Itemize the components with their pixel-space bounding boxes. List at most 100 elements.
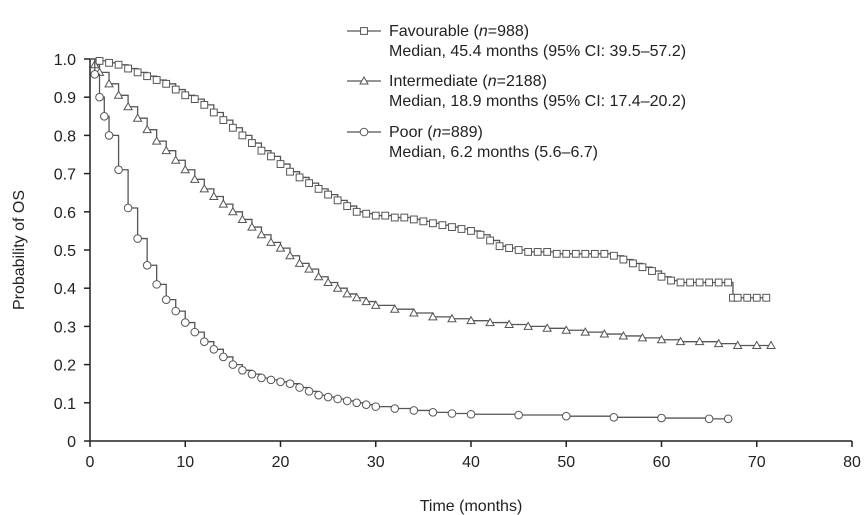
data-point (562, 249, 571, 258)
data-point (228, 360, 238, 369)
data-point (295, 173, 304, 182)
y-tick-label: 0 (67, 434, 76, 451)
data-point (342, 288, 353, 298)
y-tick-label: 0.7 (54, 167, 76, 184)
data-point (171, 85, 180, 94)
data-point (543, 248, 552, 256)
data-point (705, 278, 714, 287)
data-point (114, 165, 123, 175)
data-point (638, 263, 647, 272)
x-tick-label: 80 (843, 454, 861, 471)
data-point (438, 221, 447, 230)
data-point (723, 414, 733, 424)
data-point (467, 227, 475, 235)
data-point (447, 409, 457, 418)
y-tick-label: 0.3 (54, 319, 76, 336)
data-point (619, 255, 628, 264)
x-axis-title: Time (months) (420, 498, 523, 515)
data-point (400, 213, 409, 222)
x-tick-label: 0 (86, 454, 95, 471)
legend-entry-intermediate: Intermediate (n=2188) Median, 18.9 months… (347, 73, 686, 110)
data-point (359, 127, 369, 137)
data-point (313, 271, 324, 281)
data-point (95, 57, 104, 65)
data-point (276, 377, 285, 387)
data-point (457, 225, 466, 233)
data-point (95, 92, 104, 102)
data-point (362, 209, 371, 218)
data-point (409, 406, 419, 415)
legend-median: Median, 6.2 months (5.6–6.7) (389, 144, 598, 161)
data-point (294, 258, 305, 267)
legend-median: Median, 45.4 months (95% CI: 39.5–57.2) (389, 43, 686, 60)
series-poor (90, 58, 733, 424)
data-point (257, 146, 266, 155)
y-ticks: 0 0.1 0.2 0.3 0.4 0.5 0.6 0.7 0.8 0.9 1.0 (54, 52, 90, 451)
data-point (247, 369, 257, 379)
x-tick-label: 70 (748, 454, 766, 471)
data-point (428, 311, 438, 321)
data-point (200, 100, 209, 109)
data-point (333, 196, 342, 205)
data-point (104, 131, 114, 140)
data-point (428, 408, 438, 417)
x-tick-label: 20 (272, 454, 290, 471)
data-point (104, 78, 114, 88)
data-point (629, 259, 637, 268)
data-point (333, 394, 342, 404)
data-point (133, 68, 142, 77)
data-point (247, 222, 257, 231)
x-tick-label: 50 (557, 454, 575, 471)
data-point (371, 211, 380, 220)
data-point (389, 304, 400, 313)
data-point (90, 69, 100, 79)
data-point (704, 414, 714, 424)
data-point (275, 243, 286, 252)
data-point (343, 202, 352, 210)
legend-n-value: =889) (441, 124, 482, 141)
data-point (266, 375, 276, 385)
data-point (724, 278, 733, 287)
data-point (505, 244, 514, 252)
data-point (743, 293, 752, 302)
data-point (105, 58, 113, 67)
data-point (209, 345, 219, 354)
data-point (371, 402, 381, 411)
data-point (114, 60, 123, 69)
data-point (695, 278, 704, 287)
x-tick-label: 10 (176, 454, 194, 471)
data-point (361, 400, 371, 410)
data-point (200, 337, 209, 346)
data-point (676, 278, 685, 287)
data-point (304, 387, 314, 396)
data-point (524, 248, 533, 256)
y-tick-label: 0.9 (54, 90, 76, 107)
data-point (609, 413, 619, 422)
data-point (295, 383, 304, 392)
data-point (170, 155, 181, 164)
data-point (359, 75, 369, 85)
data-point (324, 190, 333, 199)
data-point (314, 184, 323, 193)
axes (89, 59, 852, 442)
legend-median: Median, 18.9 months (95% CI: 17.4–20.2) (389, 93, 686, 110)
data-point (447, 313, 457, 323)
data-point (657, 413, 666, 423)
data-point (181, 91, 190, 100)
x-tick-label: 60 (653, 454, 671, 471)
y-tick-label: 0.1 (54, 396, 76, 413)
data-point (542, 323, 553, 332)
legend-n-value: =988) (488, 23, 529, 40)
data-point (323, 277, 333, 286)
data-point (219, 352, 228, 362)
data-point (256, 229, 267, 239)
data-point (267, 152, 275, 161)
legend-series-name: Poor (n=889) (389, 124, 483, 141)
data-point (409, 215, 418, 224)
data-point (370, 300, 381, 309)
data-point (171, 306, 181, 316)
series-line (90, 58, 729, 420)
data-point (142, 124, 153, 134)
data-point (657, 272, 666, 281)
data-point (209, 108, 218, 117)
